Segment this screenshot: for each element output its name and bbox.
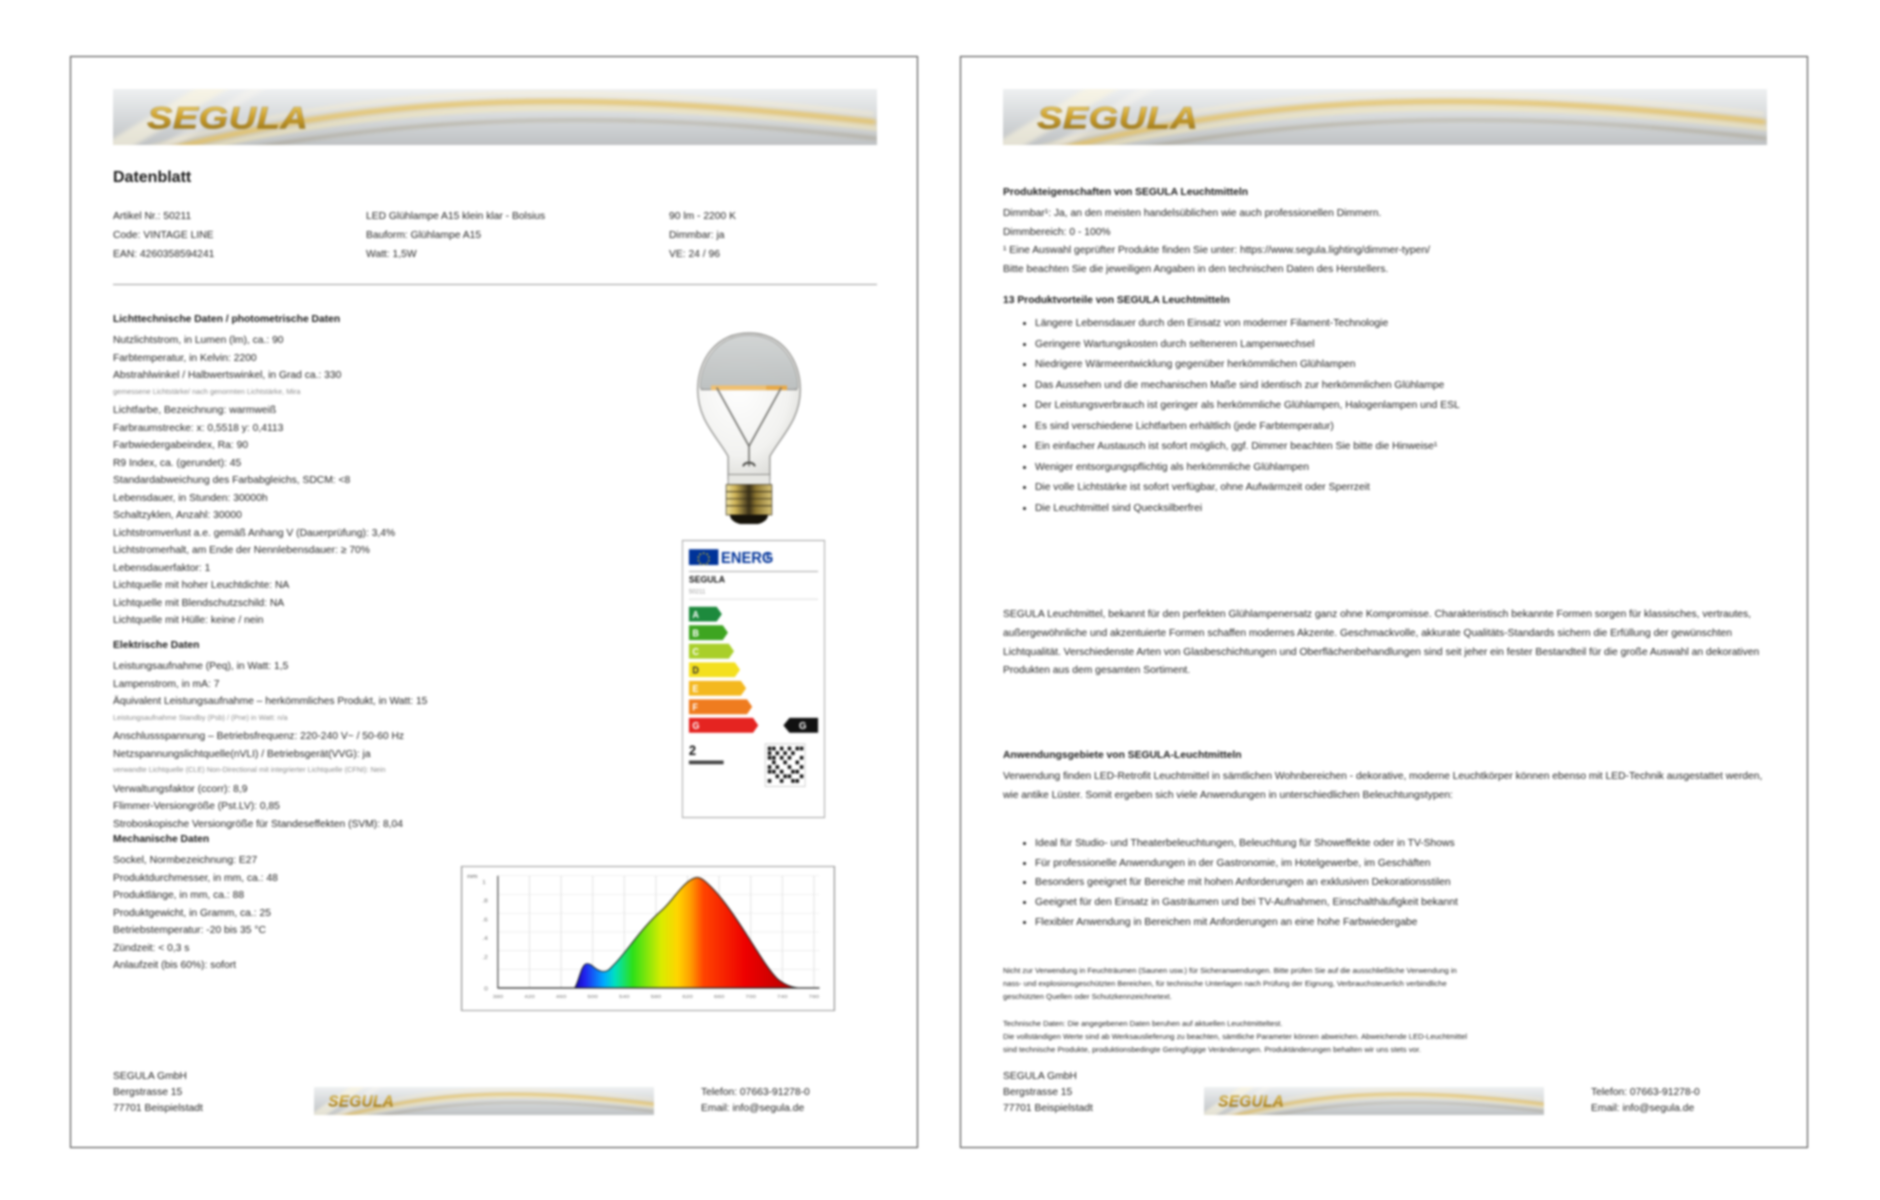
svg-text:580: 580 [651,995,662,1000]
svg-text:E: E [692,683,698,694]
svg-text:SEGULA: SEGULA [147,101,308,136]
svg-text:420: 420 [524,995,535,1000]
svg-text:G: G [799,721,807,732]
svg-text:SEGULA: SEGULA [1218,1093,1284,1110]
svg-text:F: F [692,701,698,712]
svg-text:B: B [692,627,699,638]
svg-text:nm: nm [467,874,478,880]
svg-text:500: 500 [587,995,598,1000]
svg-text:2: 2 [689,743,696,758]
svg-text:460: 460 [556,995,567,1000]
svg-text:780: 780 [809,995,820,1000]
svg-text:.4: .4 [482,936,488,942]
svg-text:SEGULA: SEGULA [328,1093,394,1110]
svg-text:.8: .8 [482,898,488,904]
svg-text:740: 740 [777,995,788,1000]
svg-text:700: 700 [745,995,756,1000]
svg-text:1: 1 [482,880,486,886]
svg-text:C: C [692,646,699,657]
svg-text:SEGULA: SEGULA [689,574,726,584]
svg-text:SEGULA: SEGULA [1037,101,1198,136]
svg-text:.6: .6 [482,917,488,923]
svg-text:540: 540 [619,995,630,1000]
svg-text:380: 380 [493,995,504,1000]
svg-text:G: G [692,720,699,731]
svg-text:50211: 50211 [689,589,706,596]
svg-text:D: D [692,664,699,675]
svg-text:.2: .2 [482,955,488,961]
svg-text:660: 660 [714,995,725,1000]
svg-text:A: A [692,609,699,620]
svg-text:620: 620 [682,995,693,1000]
svg-text:0: 0 [484,986,488,992]
svg-text:!: ! [765,550,770,568]
